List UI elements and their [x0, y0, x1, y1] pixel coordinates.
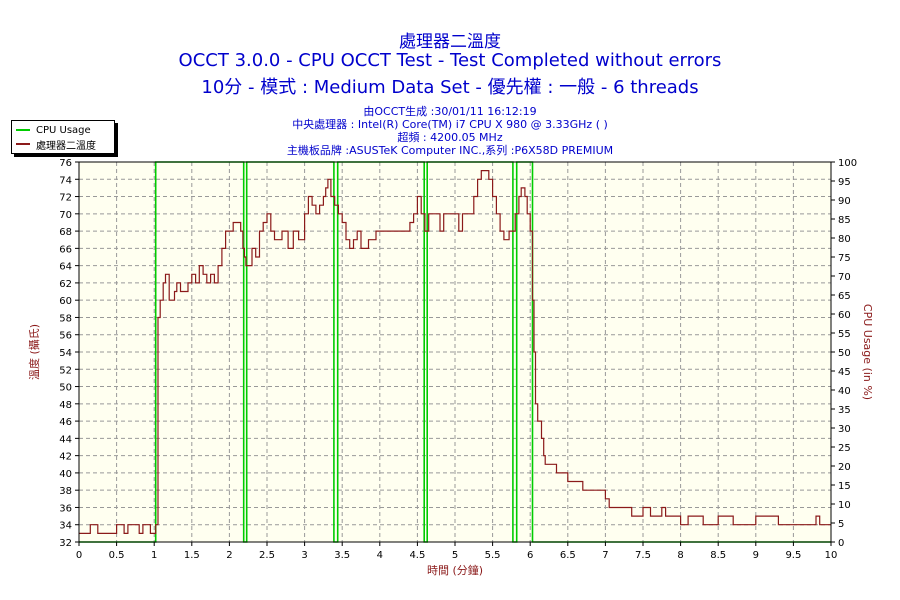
- x-tick-label: 1.5: [184, 550, 200, 561]
- y-tick-label: 34: [59, 521, 72, 532]
- y2-tick-label: 20: [838, 462, 851, 473]
- y-tick-label: 66: [59, 244, 72, 255]
- generated-info: 由OCCT生成 :30/01/11 16:12:19: [363, 105, 537, 118]
- y2-tick-label: 45: [838, 367, 851, 378]
- y2-axis-ticks: 0 5 10 15 20 25 30 35 40 45 50 55 60 65 70 75 80 85 90 95 10…: [831, 158, 857, 549]
- y2-tick-label: 25: [838, 443, 851, 454]
- y-tick-label: 72: [59, 193, 72, 204]
- y-tick-label: 32: [59, 538, 72, 549]
- x-tick-label: 8: [677, 550, 683, 561]
- y-tick-label: 54: [59, 348, 72, 359]
- y-tick-label: 46: [59, 417, 72, 428]
- chart-title: 處理器二溫度: [399, 32, 501, 52]
- x-tick-label: 9: [753, 550, 759, 561]
- y-tick-label: 44: [59, 434, 72, 445]
- y-tick-label: 58: [59, 313, 72, 324]
- y-axis-ticks: 32 34 36 38 40 42 44 46 48 50 52 54 56 58 60 62 64 66 68 70…: [59, 158, 79, 549]
- y2-tick-label: 10: [838, 500, 851, 511]
- legend: CPU Usage 處理器二溫度: [11, 120, 115, 154]
- y-tick-label: 68: [59, 227, 72, 238]
- y2-tick-label: 55: [838, 329, 851, 340]
- x-tick-label: 5.5: [485, 550, 501, 561]
- x-axis-ticks: 0 0.5 1 1.5 2 2.5 3 3.5 4 4.5 5 5.5 6 6.5 7 7.5 8 8.5 9 9.5…: [76, 542, 838, 561]
- chart-subtitle-test: OCCT 3.0.0 - CPU OCCT Test - Test Comple…: [178, 50, 722, 71]
- grid: [79, 162, 831, 542]
- x-tick-label: 7: [602, 550, 608, 561]
- y-tick-label: 42: [59, 452, 72, 463]
- x-tick-label: 8.5: [710, 550, 726, 561]
- y-tick-label: 62: [59, 279, 72, 290]
- y2-tick-label: 75: [838, 253, 851, 264]
- legend-item-cpu-usage: CPU Usage: [16, 123, 91, 137]
- y2-tick-label: 95: [838, 177, 851, 188]
- y2-tick-label: 85: [838, 215, 851, 226]
- motherboard-info: 主機板品牌 :ASUSTeK Computer INC.,系列 :P6X58D …: [286, 144, 614, 157]
- frequency-info: 超頻 : 4200.05 MHz: [397, 131, 503, 144]
- y2-tick-label: 70: [838, 272, 851, 283]
- x-tick-label: 10: [825, 550, 838, 561]
- y2-tick-label: 100: [838, 158, 857, 169]
- y2-tick-label: 50: [838, 348, 851, 359]
- x-axis-title: 時間 (分鐘): [427, 563, 483, 577]
- y-tick-label: 70: [59, 210, 72, 221]
- y2-tick-label: 5: [838, 519, 844, 530]
- chart-subtitle-mode: 10分 - 模式 : Medium Data Set - 優先權 : 一般 - …: [201, 77, 699, 98]
- y-tick-label: 40: [59, 469, 72, 480]
- y2-tick-label: 90: [838, 196, 851, 207]
- x-tick-label: 4.5: [409, 550, 425, 561]
- y2-tick-label: 60: [838, 310, 851, 321]
- x-tick-label: 3.5: [334, 550, 350, 561]
- y-tick-label: 50: [59, 383, 72, 394]
- y2-tick-label: 40: [838, 386, 851, 397]
- y-tick-label: 36: [59, 503, 72, 514]
- y-tick-label: 76: [59, 158, 72, 169]
- x-tick-label: 9.5: [785, 550, 801, 561]
- legend-label-cpu-usage: CPU Usage: [36, 124, 91, 136]
- y-axis-title: 溫度 (攝氏): [27, 324, 41, 380]
- y-tick-label: 48: [59, 400, 72, 411]
- y2-tick-label: 30: [838, 424, 851, 435]
- x-tick-label: 2.5: [259, 550, 275, 561]
- y2-tick-label: 0: [838, 538, 844, 549]
- y-tick-label: 38: [59, 486, 72, 497]
- x-tick-label: 0: [76, 550, 82, 561]
- y2-tick-label: 65: [838, 291, 851, 302]
- legend-swatch-cpu-temp: [16, 143, 30, 145]
- y-tick-label: 74: [59, 175, 72, 186]
- x-tick-label: 3: [301, 550, 307, 561]
- series-line-cpu-temp: [79, 170, 831, 534]
- y-tick-label: 60: [59, 296, 72, 307]
- y-tick-label: 56: [59, 331, 72, 342]
- x-tick-label: 2: [226, 550, 232, 561]
- legend-item-cpu-temp: 處理器二溫度: [16, 137, 96, 152]
- x-tick-label: 0.5: [109, 550, 125, 561]
- x-tick-label: 7.5: [635, 550, 651, 561]
- y2-tick-label: 15: [838, 481, 851, 492]
- x-tick-label: 4: [377, 550, 383, 561]
- legend-swatch-cpu-usage: [16, 129, 30, 131]
- x-tick-label: 6.5: [560, 550, 576, 561]
- y2-axis-title: CPU Usage (in %): [861, 304, 874, 400]
- x-tick-label: 6: [527, 550, 533, 561]
- y-tick-label: 52: [59, 365, 72, 376]
- x-tick-label: 1: [151, 550, 157, 561]
- y2-tick-label: 35: [838, 405, 851, 416]
- x-tick-label: 5: [452, 550, 458, 561]
- y-tick-label: 64: [59, 262, 72, 273]
- legend-label-cpu-temp: 處理器二溫度: [36, 140, 96, 152]
- y2-tick-label: 80: [838, 234, 851, 245]
- cpu-info: 中央處理器 : Intel(R) Core(TM) i7 CPU X 980 @…: [292, 118, 608, 131]
